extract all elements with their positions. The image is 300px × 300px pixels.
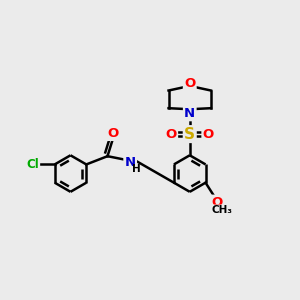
Text: O: O [212, 196, 223, 209]
Text: Cl: Cl [26, 158, 39, 171]
Text: S: S [184, 127, 195, 142]
Text: H: H [132, 164, 140, 174]
Text: O: O [203, 128, 214, 141]
Text: CH₃: CH₃ [212, 205, 233, 215]
Text: N: N [184, 107, 195, 120]
Text: O: O [184, 77, 195, 90]
Text: O: O [166, 128, 177, 141]
Text: O: O [107, 127, 118, 140]
Text: N: N [124, 156, 136, 169]
